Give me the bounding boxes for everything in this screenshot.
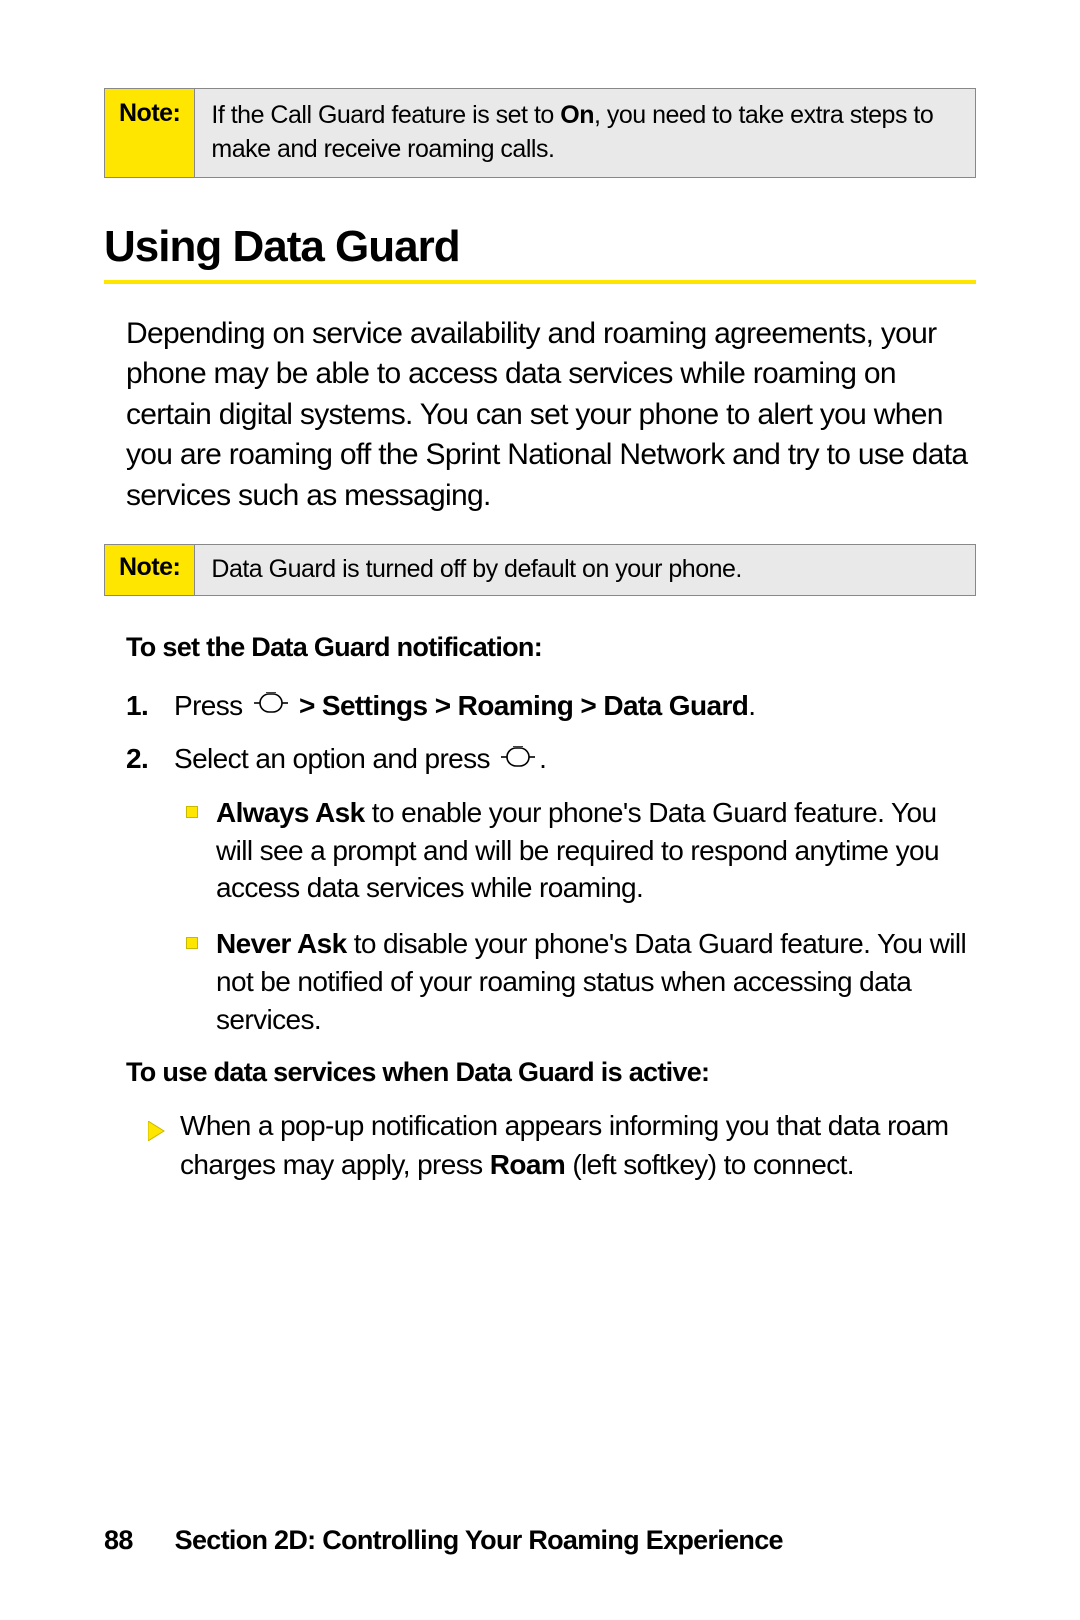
step-1-post: .: [748, 690, 755, 721]
note-box-call-guard: Note: If the Call Guard feature is set t…: [104, 88, 976, 178]
option-never-ask: Never Ask to disable your phone's Data G…: [216, 925, 976, 1038]
instruction-post: (left softkey) to connect.: [565, 1149, 854, 1180]
step-2-pre: Select an option and press: [174, 743, 497, 774]
instruction-roam: When a pop-up notification appears infor…: [104, 1106, 976, 1184]
note1-bold: On: [560, 101, 594, 129]
steps-list: 1. Press > Settings > Roaming > Data Gua…: [104, 687, 976, 1039]
ok-key-icon: [254, 686, 288, 724]
note1-pre: If the Call Guard feature is set to: [211, 101, 560, 129]
subheading-set-notification: To set the Data Guard notification:: [104, 632, 976, 663]
note-body: If the Call Guard feature is set to On, …: [195, 89, 975, 177]
section-title: Using Data Guard: [104, 222, 976, 284]
subheading-use-data: To use data services when Data Guard is …: [104, 1057, 976, 1088]
options-list: Always Ask to enable your phone's Data G…: [174, 794, 976, 1039]
intro-paragraph: Depending on service availability and ro…: [104, 314, 976, 517]
step-number: 2.: [126, 740, 148, 778]
step-1: 1. Press > Settings > Roaming > Data Gua…: [174, 687, 976, 727]
manual-page: Note: If the Call Guard feature is set t…: [0, 0, 1080, 1620]
option-always-ask-label: Always Ask: [216, 797, 365, 828]
step-number: 1.: [126, 687, 148, 725]
instruction-bold: Roam: [490, 1149, 565, 1180]
ok-key-icon: [501, 740, 535, 778]
step-1-pre: Press: [174, 690, 250, 721]
step-2: 2. Select an option and press . Always A…: [174, 740, 976, 1038]
section-label: Section 2D: Controlling Your Roaming Exp…: [175, 1525, 783, 1555]
note-body: Data Guard is turned off by default on y…: [195, 545, 975, 595]
step-1-path: > Settings > Roaming > Data Guard: [292, 690, 749, 721]
option-never-ask-label: Never Ask: [216, 928, 347, 959]
triangle-bullet-icon: [148, 1112, 166, 1151]
note-box-default-off: Note: Data Guard is turned off by defaul…: [104, 544, 976, 596]
option-always-ask: Always Ask to enable your phone's Data G…: [216, 794, 976, 907]
note-label: Note:: [105, 545, 195, 595]
note-label: Note:: [105, 89, 195, 177]
step-2-post: .: [539, 743, 546, 774]
page-number: 88: [104, 1525, 133, 1556]
page-footer: 88 Section 2D: Controlling Your Roaming E…: [104, 1525, 783, 1556]
